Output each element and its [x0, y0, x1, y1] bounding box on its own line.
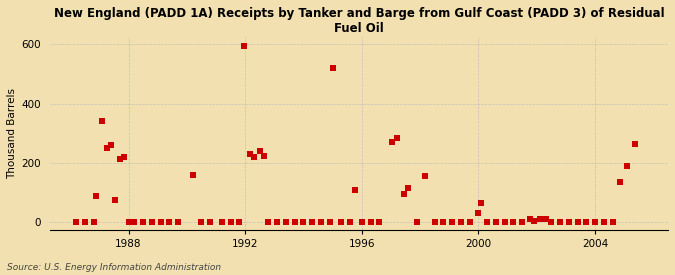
Point	[540, 217, 551, 222]
Point	[234, 220, 245, 225]
Point	[290, 220, 300, 225]
Y-axis label: Thousand Barrels: Thousand Barrels	[7, 88, 17, 179]
Point	[196, 220, 207, 225]
Point	[281, 220, 292, 225]
Point	[146, 220, 157, 225]
Point	[272, 220, 283, 225]
Point	[546, 220, 557, 225]
Point	[345, 220, 356, 225]
Point	[629, 142, 640, 146]
Point	[238, 44, 249, 48]
Point	[508, 220, 519, 225]
Point	[254, 149, 265, 153]
Point	[476, 201, 487, 205]
Point	[307, 220, 318, 225]
Point	[572, 220, 583, 225]
Point	[123, 220, 134, 225]
Point	[325, 220, 335, 225]
Point	[403, 186, 414, 190]
Point	[114, 156, 125, 161]
Point	[356, 220, 367, 225]
Point	[316, 220, 327, 225]
Point	[438, 220, 449, 225]
Point	[599, 220, 610, 225]
Point	[482, 220, 493, 225]
Point	[205, 220, 215, 225]
Point	[529, 219, 539, 223]
Point	[71, 220, 82, 225]
Point	[105, 143, 116, 147]
Point	[298, 220, 309, 225]
Point	[138, 220, 148, 225]
Point	[336, 220, 347, 225]
Point	[88, 220, 99, 225]
Point	[524, 217, 535, 222]
Point	[91, 193, 102, 198]
Point	[259, 153, 269, 158]
Point	[387, 140, 398, 144]
Point	[374, 220, 385, 225]
Point	[590, 220, 601, 225]
Point	[429, 220, 440, 225]
Point	[349, 188, 360, 192]
Point	[399, 192, 410, 196]
Point	[564, 220, 574, 225]
Point	[327, 66, 338, 70]
Point	[517, 220, 528, 225]
Point	[155, 220, 166, 225]
Point	[129, 220, 140, 225]
Point	[80, 220, 90, 225]
Point	[97, 119, 107, 124]
Point	[248, 155, 259, 159]
Point	[263, 220, 274, 225]
Point	[225, 220, 236, 225]
Point	[491, 220, 502, 225]
Point	[164, 220, 175, 225]
Point	[119, 155, 130, 159]
Point	[110, 198, 121, 202]
Point	[535, 217, 545, 222]
Point	[419, 174, 430, 178]
Point	[456, 220, 466, 225]
Title: New England (PADD 1A) Receipts by Tanker and Barge from Gulf Coast (PADD 3) of R: New England (PADD 1A) Receipts by Tanker…	[53, 7, 664, 35]
Point	[464, 220, 475, 225]
Point	[187, 173, 198, 177]
Point	[412, 220, 423, 225]
Point	[622, 164, 632, 168]
Text: Source: U.S. Energy Information Administration: Source: U.S. Energy Information Administ…	[7, 263, 221, 272]
Point	[555, 220, 566, 225]
Point	[473, 211, 484, 216]
Point	[608, 220, 618, 225]
Point	[217, 220, 227, 225]
Point	[447, 220, 458, 225]
Point	[614, 180, 625, 185]
Point	[392, 136, 402, 140]
Point	[244, 152, 255, 156]
Point	[500, 220, 510, 225]
Point	[173, 220, 184, 225]
Point	[101, 146, 112, 150]
Point	[581, 220, 592, 225]
Point	[365, 220, 376, 225]
